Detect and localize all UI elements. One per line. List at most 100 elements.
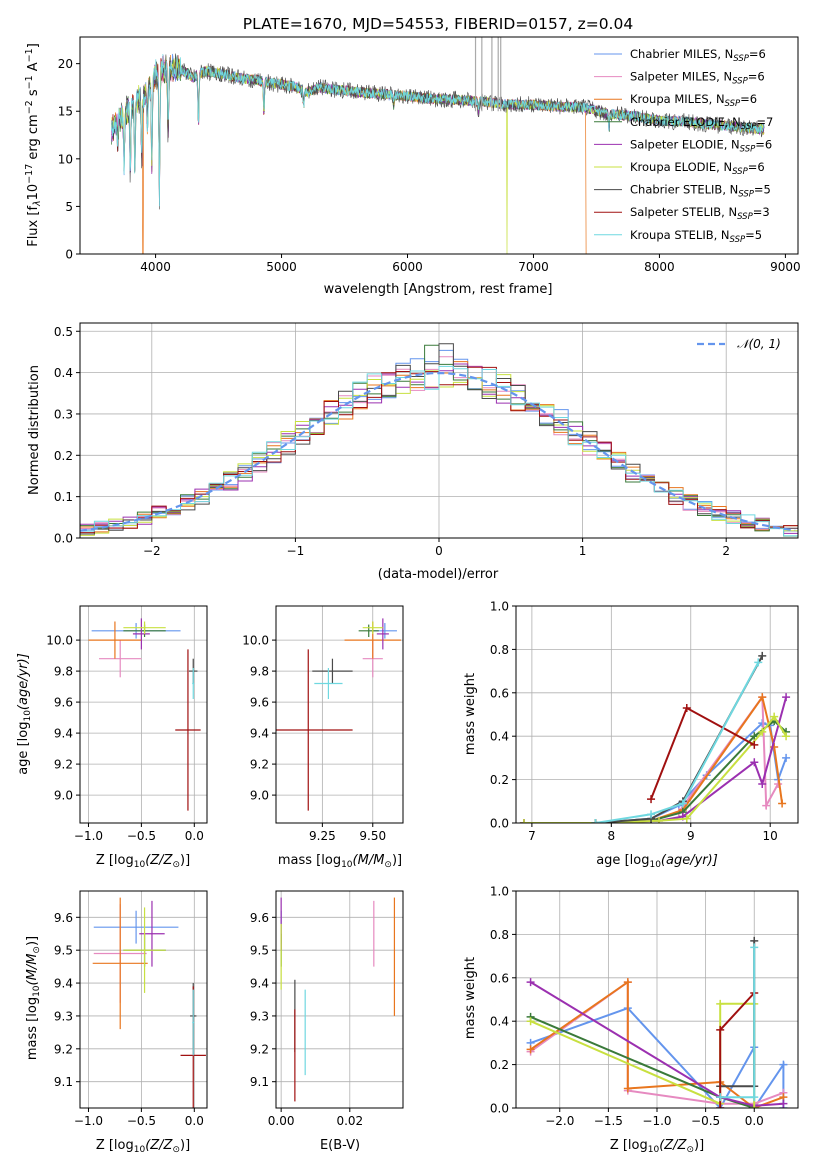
mass-z-xtick-label: −0.5 — [127, 1114, 156, 1128]
label-part: 10 — [23, 710, 33, 722]
weight-marker-kroupa_elodie — [782, 732, 791, 741]
normal-curve — [80, 372, 796, 532]
age-mass-ytick-label: 9.4 — [250, 727, 269, 741]
label-part: =6 — [755, 137, 772, 151]
spectrum-frame — [79, 36, 799, 255]
label-part: ⊙ — [384, 860, 392, 870]
label-part: )] — [180, 1138, 190, 1153]
legend-label: Salpeter STELIB, NSSP=3 — [630, 205, 770, 222]
mass-ebv-ytick-label: 9.3 — [250, 1009, 269, 1023]
label-part: (M/M — [25, 954, 40, 986]
weight-marker-salpeter_stelib — [716, 1104, 725, 1108]
weight-marker-kroupa_miles — [526, 1045, 535, 1054]
age-z-xtick-label: 0.0 — [185, 829, 204, 843]
age-mass-ytick-label: 9.0 — [250, 789, 269, 803]
label-part: =6 — [749, 47, 766, 61]
residuals-ytick-label: 0.3 — [54, 407, 73, 421]
spectrum-panel: 4000 5000 6000 7000 8000 9000 0 5 10 15 20 waveleng… — [24, 36, 801, 297]
label-part: A — [26, 62, 41, 75]
legend-label: Chabrier STELIB, NSSP=5 — [630, 183, 771, 200]
label-part: )] — [25, 936, 40, 946]
label-part: age [log — [596, 853, 649, 868]
weight-marker-kroupa_miles — [623, 978, 632, 987]
mw-age-xtick-label: 7 — [528, 829, 536, 843]
mass-z-plot-area — [80, 891, 207, 1108]
age-z-xtick-label: −1.0 — [74, 829, 103, 843]
weight-marker-kroupa_elodie — [716, 999, 725, 1008]
label-part: −2 — [24, 100, 35, 114]
mw-age-ytick-label: 0.4 — [490, 730, 509, 744]
mass-z-plot — [80, 891, 207, 1108]
mass-weight-vs-metallicity-panel: −2.0 −1.5 −1.0 −0.5 0.0 0.0 0.2 0.4 0.6 0.8 1.0 Z [… — [463, 885, 799, 1155]
mw-age-ytick-label: 0.2 — [490, 773, 509, 787]
mw-age-plot-area — [516, 606, 798, 823]
spectrum-xtick-label: 4000 — [140, 260, 171, 274]
weight-marker-kroupa_elodie — [682, 814, 691, 823]
weight-marker-kroupa_stelib — [750, 943, 759, 952]
spectrum-xtick-label: 8000 — [644, 260, 675, 274]
mass-z-ytick-label: 9.4 — [54, 977, 73, 991]
age-mass-plot-area — [276, 606, 403, 823]
age-mass-xtick-label: 9.50 — [359, 829, 386, 843]
label-part: )] — [180, 853, 190, 868]
residuals-xlabel: (data-model)/error — [378, 567, 499, 582]
label-part: mass weight — [463, 673, 478, 755]
mass-ebv-ytick-label: 9.5 — [250, 944, 269, 958]
legend-label: Kroupa MILES, NSSP=6 — [630, 92, 757, 109]
mw-age-ytick-label: 1.0 — [490, 600, 509, 614]
label-part: wavelength [Angstrom, rest frame] — [324, 282, 553, 297]
age-vs-metallicity-panel: −1.0 −0.5 0.09.09.29.49.69.810.0Z [log10(Z… — [16, 605, 208, 870]
age-mass-ytick-label: 9.6 — [250, 696, 269, 710]
label-part: =5 — [745, 228, 762, 242]
mw-z-xtick-label: 0.0 — [745, 1114, 764, 1128]
spectrum-line-chabrier_stelib — [111, 53, 765, 210]
age-mass-plot — [276, 606, 403, 823]
weight-marker-chabrier_elodie — [750, 732, 759, 741]
label-part: 10 — [26, 184, 41, 201]
label-part: SSP — [738, 190, 754, 200]
label-part: =6 — [740, 92, 757, 106]
residuals-xtick-label: 0 — [435, 544, 443, 558]
spectrum-ytick-label: 0 — [65, 248, 73, 262]
label-part: Z [log — [96, 853, 134, 868]
mw-age-xlabel: age [log10(age/yr)] — [596, 853, 718, 870]
mw-age-xtick-label: 10 — [763, 829, 778, 843]
mw-age-ytick-label: 0.6 — [490, 686, 509, 700]
weight-marker-salpeter_stelib — [682, 703, 691, 712]
residuals-xtick-label: −2 — [143, 544, 161, 558]
spectrum-xtick-label: 5000 — [266, 260, 297, 274]
mass-ebv-ytick-label: 9.6 — [250, 911, 269, 925]
label-part: SSP — [732, 77, 748, 87]
age-mass-ytick-label: 9.8 — [250, 665, 269, 679]
label-part: SSP — [741, 122, 757, 132]
label-part: mass weight — [463, 957, 478, 1039]
figure-title: PLATE=1670, MJD=54553, FIBERID=0157, z=0… — [243, 15, 633, 33]
weight-marker-salpeter_elodie — [750, 758, 759, 767]
mass-z-xtick-label: −1.0 — [74, 1114, 103, 1128]
residuals-ytick-label: 0.2 — [54, 449, 73, 463]
spectrum-xtick-label: 7000 — [518, 260, 549, 274]
label-part: (Z/Z — [145, 1138, 173, 1153]
mw-z-xtick-label: −1.5 — [594, 1114, 623, 1128]
weight-line-kroupa_stelib — [595, 661, 760, 823]
weight-marker-kroupa_elodie — [750, 1104, 759, 1108]
mass-z-ytick-label: 9.2 — [54, 1042, 73, 1056]
weight-marker-salpeter_stelib — [647, 795, 656, 804]
weight-marker-kroupa_stelib — [750, 1093, 759, 1102]
label-part: )] — [694, 1138, 704, 1153]
mass-ebv-plot — [276, 891, 403, 1108]
mw-age-xtick-label: 8 — [608, 829, 616, 843]
mw-z-xtick-label: −0.5 — [691, 1114, 720, 1128]
weight-marker-kroupa_stelib — [647, 810, 656, 819]
weight-marker-kroupa_stelib — [716, 1093, 725, 1102]
legend-label: Salpeter ELODIE, NSSP=6 — [630, 137, 772, 154]
residuals-ytick-label: 0.4 — [54, 366, 73, 380]
label-part: Salpeter ELODIE, N — [630, 137, 740, 151]
label-part: ] — [26, 43, 41, 48]
mass-ebv-frame — [275, 890, 404, 1109]
label-part: Chabrier STELIB, N — [630, 183, 738, 197]
mw-age-ytick-label: 0.8 — [490, 643, 509, 657]
legend-label: Chabrier ELODIE, NSSP=7 — [630, 115, 773, 132]
mass-z-ytick-label: 9.6 — [54, 911, 73, 925]
